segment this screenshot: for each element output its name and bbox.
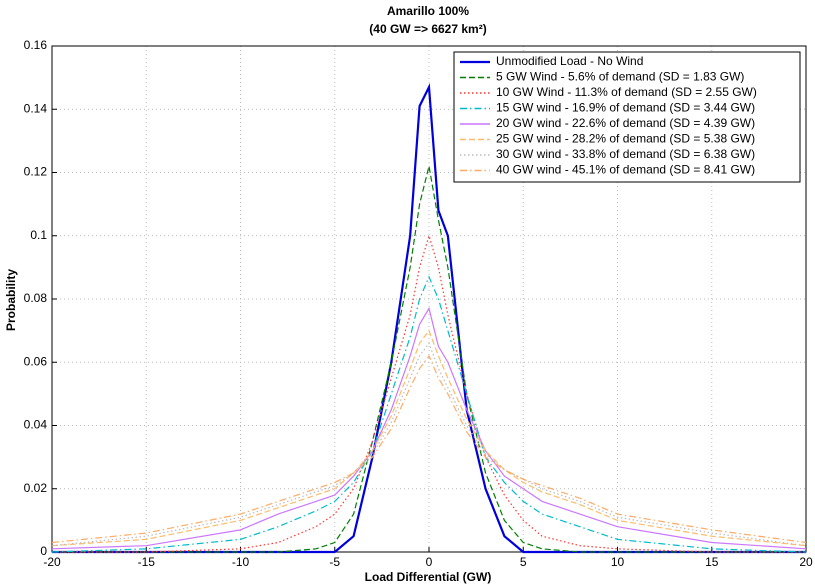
x-tick-label: -15 — [138, 555, 156, 569]
y-tick-label: 0.16 — [24, 38, 48, 52]
y-tick-label: 0.04 — [24, 418, 48, 432]
y-tick-label: 0.08 — [24, 291, 48, 305]
plot-frame — [51, 45, 807, 553]
legend-label: 25 GW wind - 28.2% of demand (SD = 5.38 … — [496, 132, 755, 146]
legend-label: 30 GW wind - 33.8% of demand (SD = 6.38 … — [496, 147, 755, 161]
x-tick-label: -20 — [43, 555, 61, 569]
x-axis-label: Load Differential (GW) — [365, 570, 492, 584]
x-tick-label: 20 — [799, 555, 813, 569]
y-tick-label: 0.1 — [30, 228, 47, 242]
x-tick-label: -5 — [329, 555, 340, 569]
x-tick-label: 0 — [426, 555, 433, 569]
line — [51, 306, 807, 550]
legend-label: 15 GW wind - 16.9% of demand (SD = 3.44 … — [496, 101, 755, 115]
chart-title: Amarillo 100% — [387, 4, 469, 18]
y-tick-label: 0 — [40, 544, 47, 558]
x-tick-label: 10 — [611, 555, 625, 569]
legend-label: Unmodified Load - No Wind — [496, 54, 643, 68]
x-tick-label: 15 — [705, 555, 719, 569]
line — [51, 275, 807, 553]
chart-subtitle: (40 GW => 6627 km²) — [369, 22, 486, 36]
legend-label: 40 GW wind - 45.1% of demand (SD = 8.41 … — [496, 163, 755, 177]
legend-label: 5 GW Wind - 5.6% of demand (SD = 1.83 GW… — [496, 70, 744, 84]
y-axis-label: Probability — [4, 269, 18, 331]
x-tick-label: -10 — [232, 555, 250, 569]
line — [52, 83, 806, 554]
legend-box — [453, 51, 801, 183]
y-tick-label: 0.02 — [24, 481, 48, 495]
line — [51, 342, 807, 547]
y-tick-label: 0.06 — [24, 354, 48, 368]
x-tick-label: 5 — [520, 555, 527, 569]
line — [51, 329, 807, 547]
y-tick-label: 0.12 — [24, 165, 48, 179]
legend-label: 20 GW wind - 22.6% of demand (SD = 4.39 … — [496, 116, 755, 130]
y-tick-label: 0.14 — [24, 101, 48, 115]
legend-label: 10 GW Wind - 11.3% of demand (SD = 2.55 … — [496, 85, 757, 99]
line — [52, 166, 806, 553]
line — [51, 354, 807, 544]
